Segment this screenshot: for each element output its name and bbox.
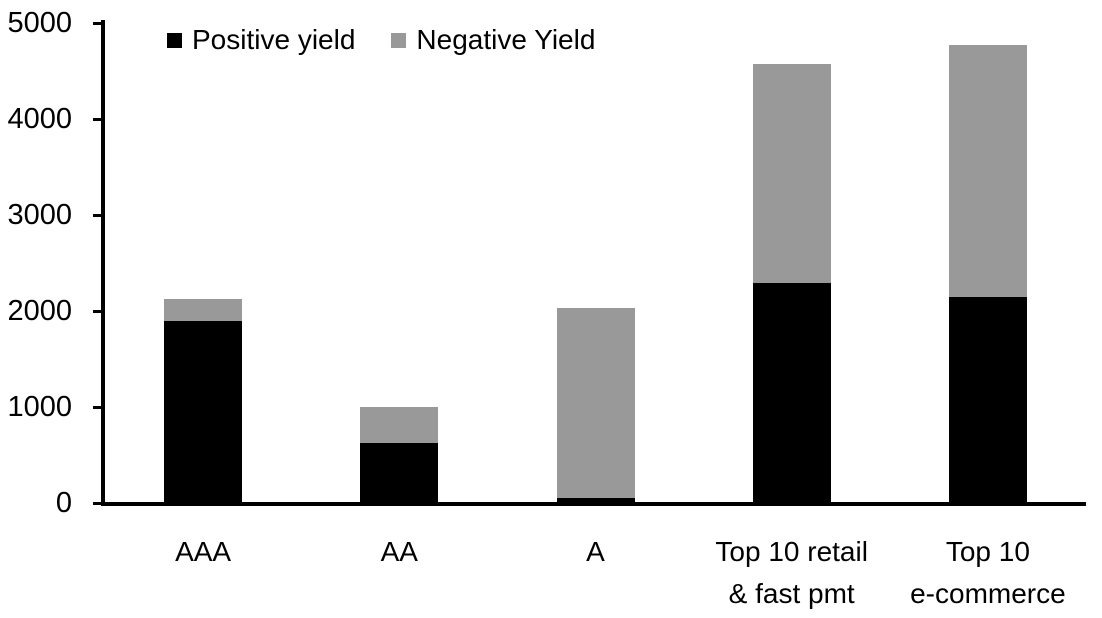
x-axis-label: Top 10 e-commerce	[910, 536, 1066, 609]
y-tick-label: 5000	[7, 7, 72, 39]
legend-label-positive-yield: Positive yield	[192, 24, 356, 55]
negative-yield-swatch-icon	[391, 32, 407, 48]
bar-segment-positive	[948, 296, 1027, 503]
x-axis-label: AAA	[175, 536, 232, 567]
bar-segment-negative	[556, 308, 635, 499]
x-axis-label: A	[586, 536, 605, 567]
bar-segment-positive	[360, 443, 439, 503]
y-tick-label: 1000	[7, 391, 72, 423]
positive-yield-swatch-icon	[167, 32, 182, 48]
y-tick-label: 2000	[7, 295, 72, 327]
y-tick-mark	[93, 117, 105, 121]
y-tick-label: 0	[55, 487, 72, 519]
bar-segment-positive	[752, 283, 831, 503]
legend: Positive yield Negative Yield	[167, 24, 595, 56]
legend-label-negative-yield: Negative Yield	[416, 24, 596, 55]
y-tick-mark	[93, 309, 105, 313]
bar-segment-negative	[948, 45, 1027, 297]
x-axis-label: AA	[380, 536, 418, 567]
bar-segment-negative	[360, 407, 439, 443]
bar-segment-negative	[164, 298, 243, 321]
bar-segment-positive	[556, 498, 635, 503]
y-tick-label: 3000	[7, 199, 72, 231]
y-tick-mark	[93, 213, 105, 217]
x-axis-line	[101, 502, 1086, 506]
bar-segment-negative	[752, 64, 831, 284]
y-tick-label: 4000	[7, 103, 72, 135]
y-tick-mark	[93, 501, 105, 505]
y-tick-mark	[93, 21, 105, 25]
y-tick-mark	[93, 405, 105, 409]
bar-segment-positive	[164, 320, 243, 503]
y-axis-line	[101, 20, 105, 506]
x-axis-label: Top 10 retail & fast pmt	[715, 536, 868, 609]
